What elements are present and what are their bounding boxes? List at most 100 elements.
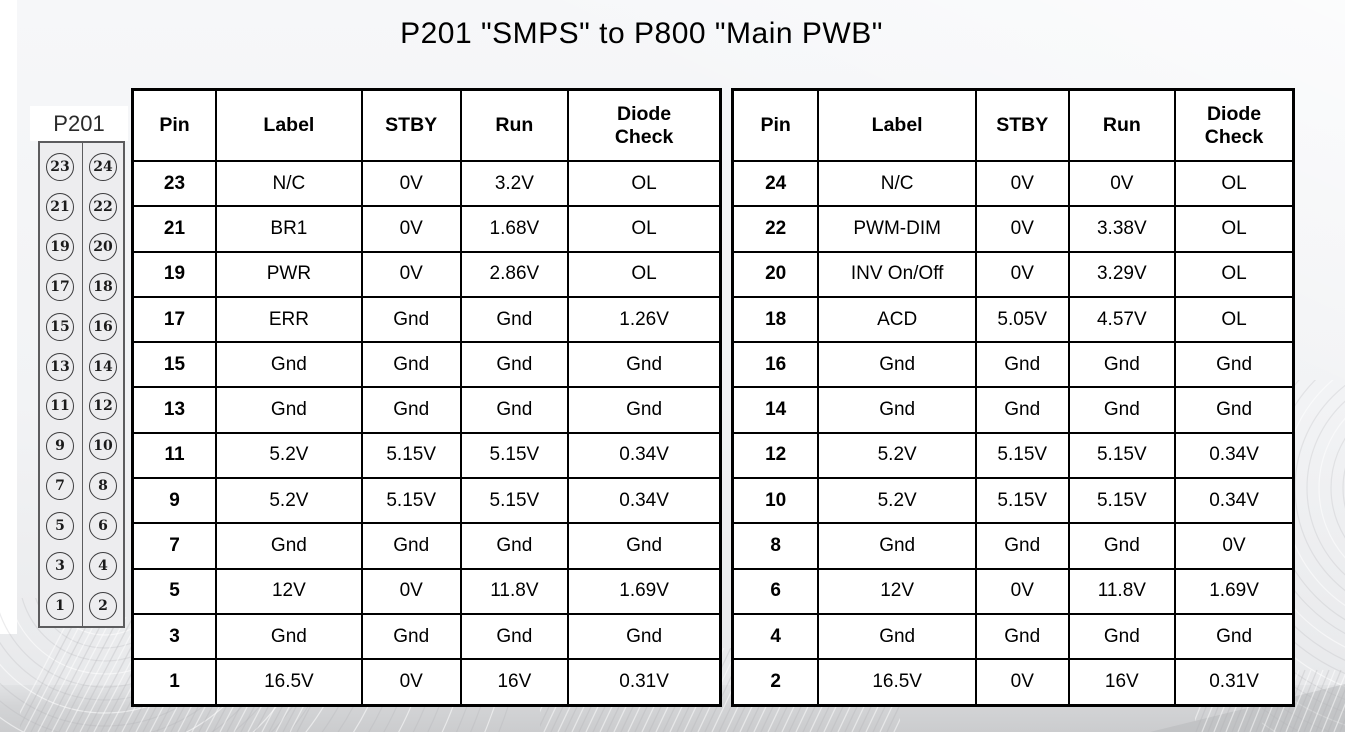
value-cell: 0V [974, 159, 1070, 208]
pin-cell: 16 [731, 341, 820, 389]
pin-row: 9 10 [46, 432, 117, 461]
value-cell: 16.5V [817, 658, 977, 707]
pin-cell: 5 [131, 567, 217, 615]
pin-row: 13 14 [46, 352, 117, 381]
pin-row: 21 22 [46, 192, 117, 221]
value-cell: Gnd [459, 341, 570, 389]
pin-cell: 7 [131, 522, 217, 570]
table-row: 3 Gnd Gnd Gnd Gnd [131, 612, 722, 661]
value-cell: ACD [817, 295, 977, 344]
value-cell: 5.15V [974, 477, 1070, 525]
voltage-table-right: Pin Label STBY Run Diode Check 24 N/C 0V 0V OL 22… [731, 88, 1295, 707]
pin-row: 19 20 [46, 232, 117, 261]
table-row: 4 Gnd Gnd Gnd Gnd [731, 612, 1295, 661]
value-cell: Gnd [214, 522, 363, 570]
value-cell: 5.2V [214, 477, 363, 525]
header-row: Pin Label STBY Run Diode Check [131, 88, 722, 162]
pin-circle: 14 [89, 352, 117, 381]
value-cell: Gnd [1067, 341, 1177, 389]
value-cell: Gnd [567, 341, 722, 389]
value-cell: 12V [214, 567, 363, 615]
value-cell: 5.15V [1067, 477, 1177, 525]
pin-cell: 15 [131, 341, 217, 389]
value-cell: 5.2V [817, 431, 977, 480]
value-cell: Gnd [1174, 612, 1295, 661]
pin-circle: 15 [46, 312, 74, 341]
pin-cell: 8 [731, 522, 820, 570]
table-row: 18 ACD 5.05V 4.57V OL [731, 295, 1295, 344]
pin-circle: 5 [46, 512, 74, 541]
value-cell: 0V [1067, 159, 1177, 208]
value-cell: 0V [974, 658, 1070, 707]
value-cell: OL [1174, 295, 1295, 344]
header-row: Pin Label STBY Run Diode Check [731, 88, 1295, 162]
pin-cell: 19 [131, 250, 217, 298]
pin-circle: 6 [89, 512, 117, 541]
table-row: 13 Gnd Gnd Gnd Gnd [131, 386, 722, 434]
value-cell: Gnd [459, 522, 570, 570]
value-cell: 1.69V [1174, 567, 1295, 615]
header-cell: STBY [974, 88, 1070, 162]
table-row: 11 5.2V 5.15V 5.15V 0.34V [131, 431, 722, 480]
value-cell: 0.34V [1174, 431, 1295, 480]
value-cell: 3.29V [1067, 250, 1177, 298]
pin-circle: 3 [46, 552, 74, 581]
header-cell: Label [817, 88, 977, 162]
table-row: 9 5.2V 5.15V 5.15V 0.34V [131, 477, 722, 525]
table-row: 22 PWM-DIM 0V 3.38V OL [731, 205, 1295, 253]
value-cell: Gnd [974, 386, 1070, 434]
pin-cell: 20 [731, 250, 820, 298]
pin-row: 11 12 [46, 392, 117, 421]
pin-circle: 12 [89, 392, 117, 421]
pin-cell: 9 [131, 477, 217, 525]
value-cell: 11.8V [459, 567, 570, 615]
value-cell: Gnd [459, 386, 570, 434]
value-cell: ERR [214, 295, 363, 344]
value-cell: N/C [817, 159, 977, 208]
pin-cell: 2 [731, 658, 820, 707]
value-cell: 0V [1174, 522, 1295, 570]
value-cell: 0V [974, 205, 1070, 253]
value-cell: 5.2V [817, 477, 977, 525]
table-row: 10 5.2V 5.15V 5.15V 0.34V [731, 477, 1295, 525]
value-cell: 0.34V [567, 477, 722, 525]
value-cell: 0V [360, 205, 462, 253]
value-cell: OL [1174, 159, 1295, 208]
value-cell: Gnd [360, 612, 462, 661]
pin-cell: 24 [731, 159, 820, 208]
value-cell: PWR [214, 250, 363, 298]
pin-circle: 24 [89, 153, 117, 181]
value-cell: 2.86V [459, 250, 570, 298]
value-cell: OL [567, 205, 722, 253]
value-cell: 12V [817, 567, 977, 615]
value-cell: 1.26V [567, 295, 722, 344]
value-cell: 5.15V [360, 431, 462, 480]
pin-circle: 19 [46, 232, 74, 261]
value-cell: Gnd [459, 295, 570, 344]
value-cell: 0.34V [1174, 477, 1295, 525]
value-cell: PWM-DIM [817, 205, 977, 253]
table-row: 6 12V 0V 11.8V 1.69V [731, 567, 1295, 615]
value-cell: Gnd [567, 522, 722, 570]
table-row: 19 PWR 0V 2.86V OL [131, 250, 722, 298]
value-cell: Gnd [214, 612, 363, 661]
value-cell: 16.5V [214, 658, 363, 707]
value-cell: Gnd [817, 386, 977, 434]
value-cell: 5.15V [459, 431, 570, 480]
table-row: 20 INV On/Off 0V 3.29V OL [731, 250, 1295, 298]
value-cell: Gnd [974, 612, 1070, 661]
pin-circle: 7 [46, 472, 74, 501]
table-row: 16 Gnd Gnd Gnd Gnd [731, 341, 1295, 389]
voltage-table-left: Pin Label STBY Run Diode Check 23 N/C 0V 3.2V OL… [131, 88, 722, 707]
value-cell: Gnd [459, 612, 570, 661]
table-row: 1 16.5V 0V 16V 0.31V [131, 658, 722, 707]
header-cell: STBY [360, 88, 462, 162]
value-cell: 1.68V [459, 205, 570, 253]
value-cell: OL [1174, 205, 1295, 253]
header-cell: Run [1067, 88, 1177, 162]
value-cell: OL [567, 250, 722, 298]
pin-circle: 21 [46, 192, 74, 221]
pin-circle: 8 [89, 472, 117, 501]
table-row: 14 Gnd Gnd Gnd Gnd [731, 386, 1295, 434]
